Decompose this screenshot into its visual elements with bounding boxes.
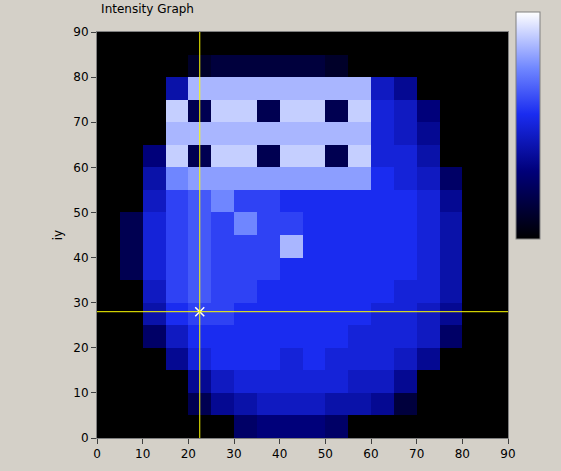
svg-text:20: 20: [73, 341, 88, 355]
svg-text:0: 0: [81, 431, 89, 445]
svg-text:80: 80: [455, 447, 470, 461]
svg-text:70: 70: [409, 447, 424, 461]
svg-text:50: 50: [318, 447, 333, 461]
svg-text:10: 10: [135, 447, 150, 461]
svg-text:70: 70: [73, 115, 88, 129]
svg-text:30: 30: [226, 447, 241, 461]
svg-text:90: 90: [500, 447, 515, 461]
svg-text:20: 20: [181, 447, 196, 461]
svg-text:80: 80: [73, 70, 88, 84]
svg-text:0: 0: [93, 447, 101, 461]
svg-text:iy: iy: [51, 230, 65, 240]
svg-text:10: 10: [73, 386, 88, 400]
svg-text:40: 40: [73, 251, 88, 265]
svg-text:60: 60: [363, 447, 378, 461]
svg-text:30: 30: [73, 296, 88, 310]
svg-text:Intensity Graph: Intensity Graph: [101, 2, 194, 16]
svg-text:40: 40: [272, 447, 287, 461]
svg-text:60: 60: [73, 161, 88, 175]
svg-text:90: 90: [73, 25, 88, 39]
svg-text:50: 50: [73, 206, 88, 220]
